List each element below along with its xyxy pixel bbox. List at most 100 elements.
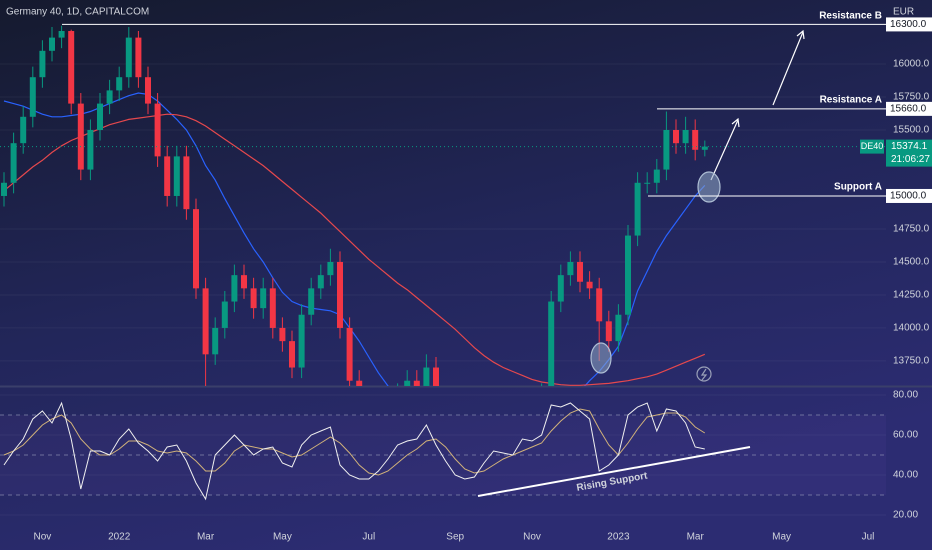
y-tick-label: 13750.0	[893, 356, 930, 367]
candle-body	[673, 129, 679, 144]
level-name: Resistance B	[819, 11, 882, 22]
candle-body	[308, 288, 315, 315]
level-price-box	[886, 101, 932, 116]
arrow	[772, 31, 804, 106]
axes: 16000.0 15750.0 15500.0 14750.0 14500.0 14250…	[34, 59, 930, 543]
candle-body	[135, 37, 142, 78]
y-tick-label: 20.00	[893, 510, 918, 521]
annotations	[477, 29, 805, 497]
candle-body	[423, 367, 430, 386]
candle-body	[116, 77, 123, 91]
candle-body	[586, 281, 593, 289]
x-tick-label: 2022	[108, 532, 131, 543]
candle-body	[164, 156, 171, 196]
chart-title: Germany 40, 1D, CAPITALCOM	[6, 7, 149, 18]
candle-body	[692, 129, 699, 150]
candle-body	[682, 129, 689, 144]
y-tick-label: 16000.0	[893, 59, 930, 70]
candle-body	[260, 288, 267, 309]
candle-body	[279, 327, 286, 342]
candle-body	[404, 380, 411, 386]
candle-body	[154, 103, 161, 157]
arrow-head	[796, 29, 805, 40]
candle-body	[269, 288, 276, 328]
last-price-box	[886, 139, 932, 167]
candle-body	[39, 50, 46, 78]
arrow	[710, 119, 739, 181]
candle-body	[337, 261, 343, 328]
level-price-box	[886, 17, 932, 32]
candle-body	[356, 380, 363, 386]
x-tick-label: Mar	[197, 532, 215, 543]
candle-body	[433, 367, 439, 386]
candle-body	[49, 37, 55, 51]
candle-body	[221, 301, 228, 328]
x-tick-label: May	[273, 532, 292, 543]
candle-body	[58, 31, 65, 38]
candle-body	[250, 288, 257, 309]
candle-body	[202, 288, 209, 355]
arrow-head	[731, 117, 740, 128]
y-tick-label: 80.00	[893, 390, 918, 401]
candle-body	[241, 275, 247, 289]
candle-body	[97, 103, 103, 130]
symbol-label: DE40	[861, 141, 884, 151]
y-tick-label: 40.00	[893, 470, 918, 481]
candle-body	[193, 209, 199, 289]
candle-body	[183, 156, 190, 210]
candle-body	[701, 146, 708, 150]
x-tick-label: May	[772, 532, 791, 543]
candle-body	[605, 321, 612, 342]
rsi-pane	[0, 394, 886, 516]
level-price: 15000.0	[890, 191, 927, 202]
x-tick-label: Jul	[362, 532, 375, 543]
highlight-circle	[590, 342, 612, 374]
candle-body	[327, 261, 334, 276]
candle-body	[231, 275, 238, 302]
y-tick-label: 14500.0	[893, 257, 930, 268]
candle-body	[298, 314, 305, 368]
candle-body	[548, 301, 555, 386]
candle-body	[173, 156, 180, 196]
candle-body	[20, 116, 27, 144]
currency: EUR	[893, 7, 914, 18]
symbol-box	[860, 139, 884, 154]
candle-body	[577, 261, 583, 282]
event-icon-bolt	[700, 368, 708, 381]
rsi-line	[3, 408, 706, 476]
level-price-box	[886, 188, 932, 203]
candle-body	[289, 341, 295, 368]
candle-body	[557, 275, 564, 302]
candle-body	[145, 77, 151, 104]
candle-body	[567, 261, 574, 276]
level-name: Resistance A	[820, 95, 882, 106]
y-tick-label: 14750.0	[893, 224, 930, 235]
event-icon	[696, 366, 712, 382]
level-name: Support A	[834, 182, 882, 193]
candle-body	[10, 143, 17, 183]
y-tick-label: 14250.0	[893, 290, 930, 301]
highlight-circle	[697, 171, 721, 203]
countdown: 21:06:27	[891, 154, 930, 165]
moving-average	[3, 92, 706, 386]
candle-body	[615, 314, 622, 342]
candle-body	[29, 77, 36, 117]
candle-body	[596, 288, 603, 322]
x-tick-label: Mar	[687, 532, 705, 543]
rsi-line	[3, 401, 705, 501]
candle-body	[653, 169, 660, 183]
x-tick-label: Nov	[34, 532, 52, 543]
x-tick-label: 2023	[607, 532, 630, 543]
candle-body	[87, 129, 94, 170]
x-tick-label: Nov	[523, 532, 541, 543]
x-tick-label: Sep	[446, 532, 464, 543]
y-tick-label: 14000.0	[893, 323, 930, 334]
last-price: 15374.1	[891, 141, 928, 152]
price-pane	[0, 25, 886, 386]
y-tick-label: 60.00	[893, 430, 918, 441]
level-price: 15660.0	[890, 104, 927, 115]
level-price: 16300.0	[890, 19, 927, 30]
moving-average	[3, 113, 706, 386]
